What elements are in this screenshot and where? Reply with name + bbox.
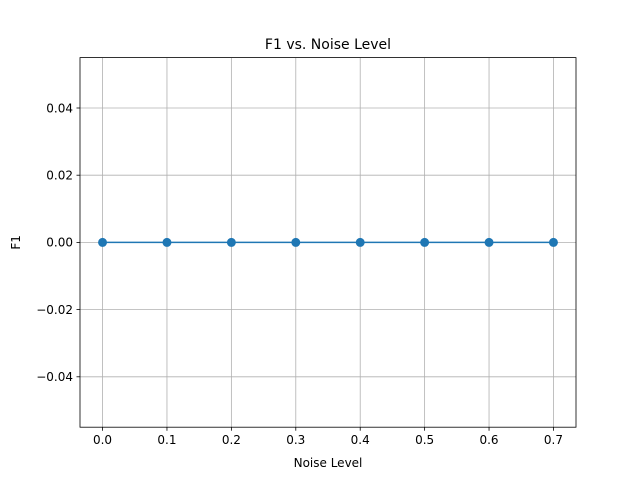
y-tick-label: −0.04	[36, 370, 73, 384]
y-tick-label: 0.00	[46, 236, 73, 250]
data-point	[420, 237, 430, 247]
x-tick-label: 0.3	[286, 433, 305, 447]
series-layer	[98, 237, 558, 247]
data-point	[98, 237, 108, 247]
data-point	[484, 237, 494, 247]
x-tick-label: 0.5	[415, 433, 434, 447]
y-tick-label: 0.04	[46, 101, 73, 115]
chart-title: F1 vs. Noise Level	[265, 37, 391, 53]
y-tick-label: −0.02	[36, 303, 73, 317]
x-tick-label: 0.0	[93, 433, 112, 447]
ticks: 0.0 0.1 0.2 0.3 0.4 0.5 0.6 0.7 −0.04 −0.02 0.00 0.…	[36, 101, 563, 447]
y-axis-label: F1	[9, 235, 23, 250]
data-point	[162, 237, 172, 247]
x-tick-label: 0.4	[351, 433, 370, 447]
x-axis-label: Noise Level	[294, 456, 363, 470]
data-point	[548, 237, 558, 247]
data-point	[226, 237, 236, 247]
y-tick-label: 0.02	[46, 169, 73, 183]
x-tick-label: 0.6	[479, 433, 498, 447]
data-point	[291, 237, 301, 247]
data-point	[355, 237, 365, 247]
x-tick-label: 0.1	[157, 433, 176, 447]
x-tick-label: 0.2	[222, 433, 241, 447]
x-tick-label: 0.7	[544, 433, 563, 447]
